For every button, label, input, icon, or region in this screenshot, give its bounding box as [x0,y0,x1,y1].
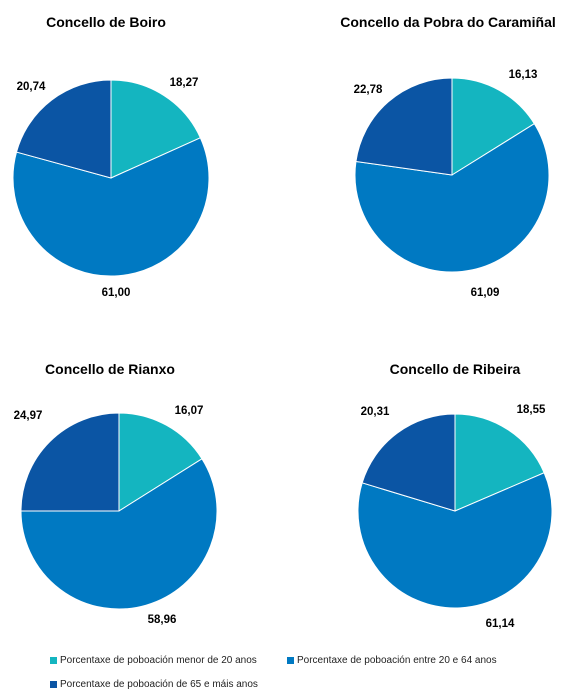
data-label-under-20: 18,27 [170,77,199,89]
data-label-65-plus: 22,78 [354,84,383,96]
pie-slice-20-64 [354,123,550,273]
legend-item-under-20: Porcentaxe de poboación menor de 20 anos [50,655,257,666]
data-label-under-20: 16,07 [175,405,204,417]
pie-chart-2: Concello da Pobra do Caramiñal 16,13 61,09… [340,14,556,299]
chart-title: Concello de Boiro [46,14,166,30]
data-label-65-plus: 20,74 [17,81,46,93]
data-label-under-20: 16,13 [509,69,538,81]
pie-slice-20-64 [357,472,553,609]
pie-slice-20-64 [12,137,210,277]
pie-slice-65-plus [15,79,112,179]
pie-chart-3: Concello de Rianxo 16,07 58,96 24,97 [14,361,218,626]
pie-slice-65-plus [355,77,453,176]
pie-slice-under-20 [454,413,545,512]
chart-title: Concello da Pobra do Caramiñal [340,14,556,30]
data-label-20-64: 58,96 [148,614,177,626]
data-label-under-20: 18,55 [517,404,546,416]
data-label-20-64: 61,09 [471,287,500,299]
pie-charts-figure: Concello de Boiro18,2761,0020,74Concello… [12,14,556,630]
pie-chart-4: Concello de Ribeira 18,55 61,14 20,31 [357,361,553,630]
legend-item-20-64: Porcentaxe de poboación entre 20 e 64 an… [287,655,497,666]
pie-slice-under-20 [118,412,203,512]
legend-label-20-64: Porcentaxe de poboación entre 20 e 64 an… [297,655,497,666]
pie-slice-under-20 [110,79,202,179]
data-label-20-64: 61,00 [102,287,131,299]
legend-swatch-20-64 [287,657,294,664]
chart-title: Concello de Rianxo [45,361,175,377]
pie-slice-under-20 [451,77,536,176]
pie-slice-65-plus [20,412,120,512]
legend-label-65-plus: Porcentaxe de poboación de 65 e máis ano… [60,679,258,690]
data-label-65-plus: 24,97 [14,410,43,422]
chart-title: Concello de Ribeira [390,361,521,377]
data-label-20-64: 61,14 [486,618,515,630]
legend-label-under-20: Porcentaxe de poboación menor de 20 anos [60,655,257,666]
legend-swatch-under-20 [50,657,57,664]
pie-chart-1: Concello de Boiro 18,27 61,00 20,74 [12,14,210,299]
legend-swatch-65-plus [50,681,57,688]
data-label-65-plus: 20,31 [361,406,390,418]
pie-slice-20-64 [20,458,218,610]
pie-slice-65-plus [361,413,456,512]
legend-item-65-plus: Porcentaxe de poboación de 65 e máis ano… [50,679,258,690]
